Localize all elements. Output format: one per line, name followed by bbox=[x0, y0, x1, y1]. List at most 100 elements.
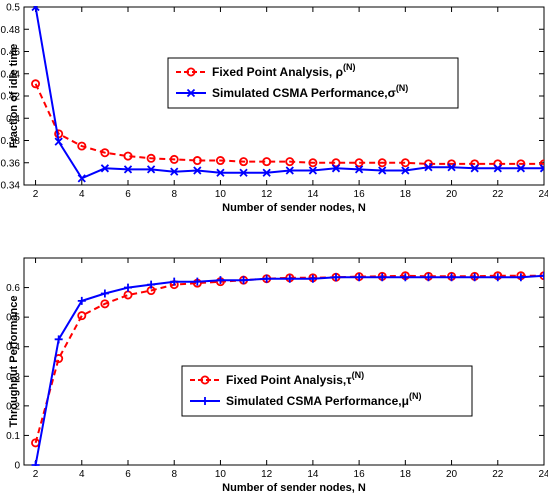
x-axis-label: Number of sender nodes, N bbox=[222, 202, 366, 214]
point-marker bbox=[100, 164, 110, 173]
point-marker bbox=[539, 164, 544, 173]
point-marker bbox=[186, 67, 196, 77]
x-tick-label: 6 bbox=[125, 469, 131, 480]
y-tick-label: 0 bbox=[14, 461, 20, 472]
point-marker bbox=[123, 165, 133, 174]
point-marker bbox=[308, 274, 317, 283]
legend: Fixed Point Analysis,τ(N) Simulated CSMA … bbox=[181, 365, 473, 417]
y-tick-label: 0.38 bbox=[1, 136, 21, 147]
x-tick-label: 14 bbox=[307, 469, 319, 480]
series-2 bbox=[31, 271, 544, 466]
point-marker bbox=[354, 165, 364, 174]
x-tick-label: 14 bbox=[307, 189, 319, 200]
x-tick-label: 6 bbox=[125, 189, 131, 200]
x-tick-label: 20 bbox=[446, 469, 458, 480]
point-marker bbox=[193, 166, 202, 175]
point-marker bbox=[146, 165, 156, 174]
point-marker bbox=[124, 283, 132, 292]
point-marker bbox=[77, 296, 86, 305]
y-tick-label: 0.3 bbox=[6, 372, 20, 383]
point-marker bbox=[447, 163, 456, 172]
legend-entry: Fixed Point Analysis, ρ(N) bbox=[212, 62, 356, 79]
y-axis-label: Fraction of idle time bbox=[8, 44, 20, 149]
point-marker bbox=[285, 274, 294, 283]
point-marker bbox=[470, 273, 479, 282]
chart-2: 2 4 6 8 10 12 14 16 18 20 22 2400.10.20.30.40.50.6N… bbox=[6, 257, 548, 494]
chart-1: 2 4 6 8 10 12 14 16 18 20 22 240.340.360.380.40.420… bbox=[1, 3, 548, 215]
legend-entry: Simulated CSMA Performance,σ(N) bbox=[212, 83, 408, 100]
point-marker bbox=[262, 168, 271, 177]
point-marker bbox=[54, 137, 63, 146]
point-marker bbox=[31, 79, 41, 89]
point-marker bbox=[239, 157, 249, 167]
point-marker bbox=[262, 157, 272, 167]
x-tick-label: 24 bbox=[538, 469, 548, 480]
y-tick-label: 0.5 bbox=[6, 3, 20, 14]
point-marker bbox=[378, 166, 387, 175]
x-tick-label: 18 bbox=[400, 189, 412, 200]
point-marker bbox=[331, 158, 341, 168]
y-tick-label: 0.34 bbox=[1, 181, 21, 192]
point-marker bbox=[170, 167, 179, 176]
x-tick-label: 2 bbox=[33, 189, 39, 200]
point-marker bbox=[400, 158, 410, 168]
point-marker bbox=[31, 6, 40, 12]
x-tick-label: 4 bbox=[79, 469, 85, 480]
x-tick-label: 22 bbox=[492, 469, 504, 480]
point-marker bbox=[123, 151, 133, 161]
point-marker bbox=[331, 164, 341, 173]
point-marker bbox=[539, 159, 544, 169]
point-marker bbox=[332, 273, 340, 282]
point-marker bbox=[470, 164, 479, 173]
y-tick-label: 0.2 bbox=[6, 401, 20, 412]
legend-superscript: (N) bbox=[396, 83, 409, 93]
x-tick-label: 24 bbox=[538, 189, 548, 200]
point-marker bbox=[186, 88, 196, 98]
y-tick-label: 0.4 bbox=[6, 342, 20, 353]
x-tick-label: 4 bbox=[79, 189, 85, 200]
y-tick-label: 0.46 bbox=[1, 47, 21, 58]
legend: Fixed Point Analysis, ρ(N) Simulated CSMA… bbox=[167, 57, 459, 109]
y-axis-label: Throughput Performance bbox=[8, 295, 20, 427]
legend-box bbox=[181, 365, 473, 417]
plot-area bbox=[23, 257, 545, 466]
point-marker bbox=[77, 141, 87, 151]
point-marker bbox=[216, 168, 225, 177]
point-marker bbox=[493, 273, 502, 282]
point-marker bbox=[215, 156, 225, 166]
point-marker bbox=[540, 271, 544, 280]
legend-superscript: (N) bbox=[343, 62, 356, 72]
point-marker bbox=[239, 276, 248, 285]
point-marker bbox=[170, 277, 179, 286]
legend-box bbox=[167, 57, 459, 109]
y-tick-label: 0.48 bbox=[1, 25, 21, 36]
x-axis-label: Number of sender nodes, N bbox=[222, 482, 366, 494]
x-tick-label: 12 bbox=[261, 469, 273, 480]
point-marker bbox=[516, 273, 525, 282]
point-marker bbox=[100, 289, 109, 298]
point-marker bbox=[308, 158, 318, 168]
point-marker bbox=[424, 163, 433, 172]
legend-superscript: (N) bbox=[409, 391, 422, 401]
x-tick-label: 16 bbox=[354, 469, 366, 480]
y-tick-label: 0.44 bbox=[1, 69, 21, 80]
point-marker bbox=[493, 164, 502, 173]
x-tick-label: 18 bbox=[400, 469, 412, 480]
point-marker bbox=[401, 166, 410, 175]
point-marker bbox=[354, 158, 364, 168]
x-tick-label: 8 bbox=[171, 189, 177, 200]
point-marker bbox=[193, 277, 202, 286]
x-tick-label: 10 bbox=[215, 469, 227, 480]
point-marker bbox=[401, 273, 410, 282]
y-tick-label: 0.42 bbox=[1, 92, 21, 103]
x-tick-label: 8 bbox=[171, 469, 177, 480]
point-marker bbox=[192, 156, 202, 166]
point-marker bbox=[77, 311, 87, 321]
point-marker bbox=[285, 166, 294, 175]
x-tick-label: 2 bbox=[33, 469, 39, 480]
y-tick-label: 0.4 bbox=[6, 114, 20, 125]
point-marker bbox=[355, 273, 364, 282]
point-marker bbox=[216, 276, 225, 285]
point-marker bbox=[100, 299, 110, 309]
